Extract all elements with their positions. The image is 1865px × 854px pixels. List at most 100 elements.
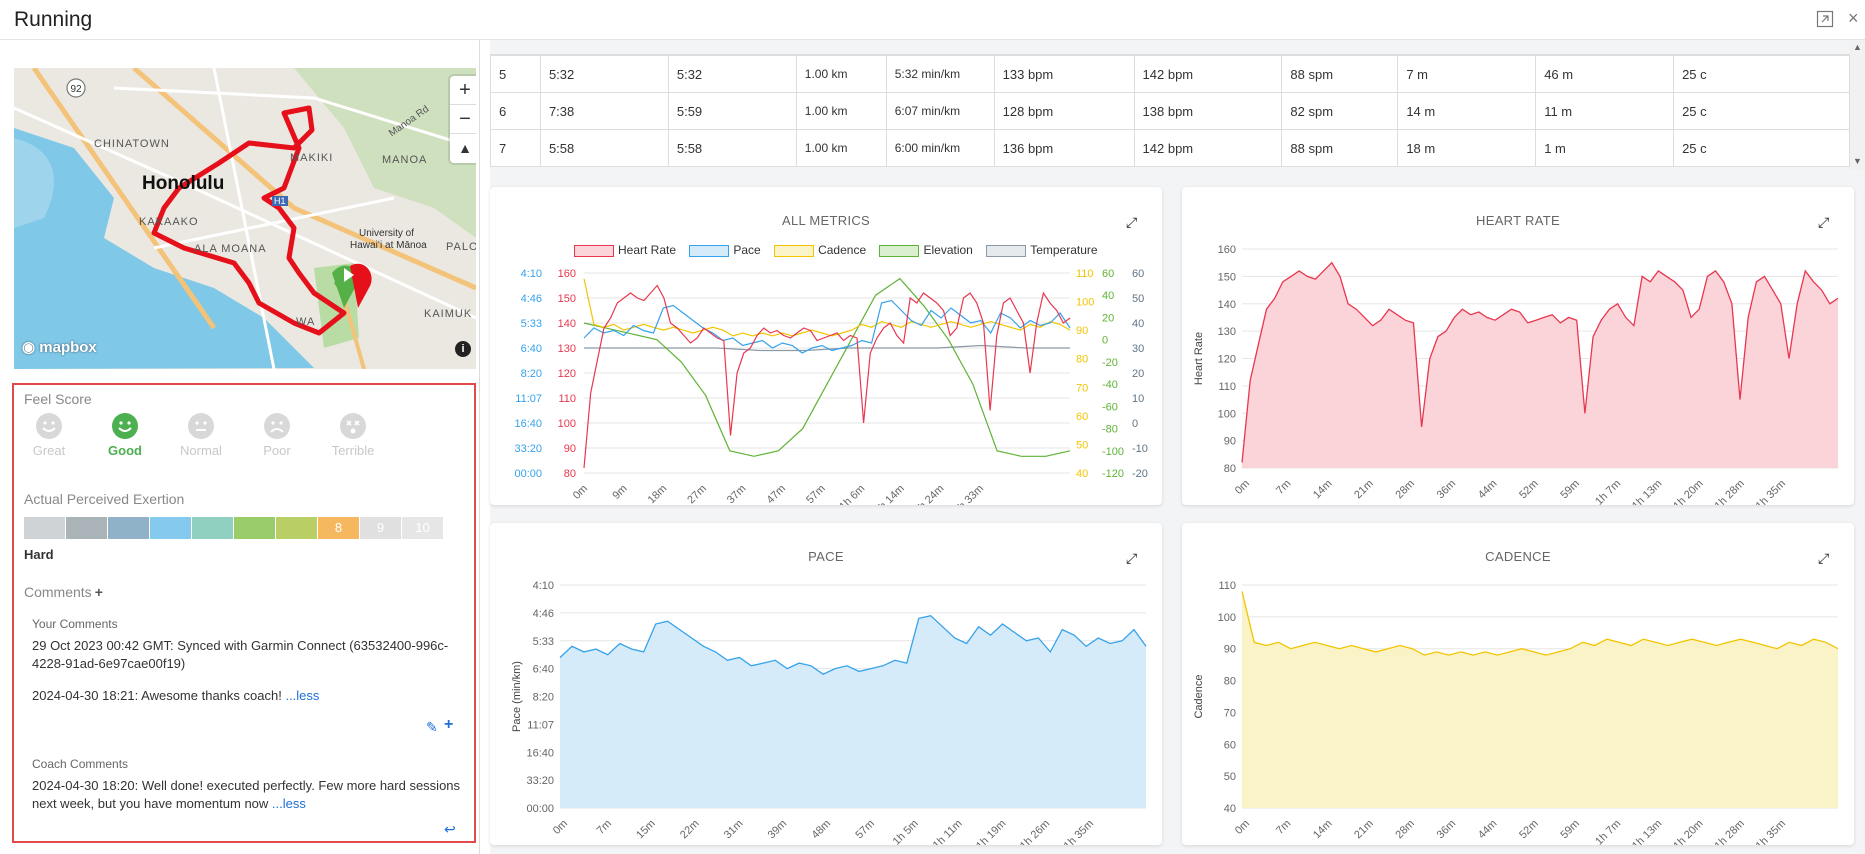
scroll-down-icon[interactable]: ▼ — [1853, 156, 1862, 166]
ape-level-7[interactable] — [276, 517, 317, 539]
x-tick-label: 36m — [1435, 478, 1459, 502]
compass-button[interactable]: ▲ — [458, 140, 472, 156]
x-tick-label: 52m — [1517, 818, 1541, 842]
pace-line[interactable] — [583, 299, 1071, 354]
x-tick-label: 39m — [766, 818, 790, 842]
y-tick-label: 150 — [1218, 271, 1236, 283]
x-tick-label: 1h 7m — [1593, 478, 1623, 505]
series-line[interactable] — [559, 614, 1147, 675]
add-comment-icon[interactable]: + — [444, 716, 454, 733]
zoom-out-button[interactable]: − — [450, 105, 476, 134]
feel-option-terrible[interactable]: Terrible — [318, 413, 388, 458]
comment-row: 2024-04-30 18:21: Awesome thanks coach! … — [32, 687, 462, 705]
collapse-icon[interactable] — [1816, 10, 1836, 30]
series-line[interactable] — [1241, 591, 1839, 656]
all-metrics-chart[interactable]: 16015014013012011010090804:104:465:336:4… — [490, 187, 1162, 505]
elevation-tick-label: -60 — [1102, 401, 1118, 413]
lap-row[interactable]: 7 5:58 5:58 1.00 km 6:00 min/km 136 bpm 142 bp… — [490, 129, 1850, 167]
legend-label[interactable]: Temperature — [1030, 243, 1098, 257]
temperature-line[interactable] — [584, 344, 1070, 352]
table-scrollbar[interactable]: ▲ ▼ — [1850, 40, 1864, 170]
heart-rate-chart[interactable]: 160 150 140 130 120 110 100 90 80 0m 7m 14m 21m 28m 36… — [1182, 187, 1854, 505]
expand-icon[interactable]: ⤢ — [1818, 214, 1830, 230]
ape-level-2[interactable] — [66, 517, 107, 539]
map-label-ala-moana: ALA MOANA — [194, 243, 267, 255]
legend-label[interactable]: Elevation — [923, 243, 973, 257]
feel-option-label: Normal — [180, 443, 222, 458]
lap-cell: 5:58 — [667, 129, 797, 167]
ape-level-10[interactable]: 10 — [402, 517, 443, 539]
pace-card: PACE ⤢ 4:10 4:46 5:33 6:40 8:20 11:07 16:40 33:… — [490, 523, 1162, 845]
ape-level-9[interactable]: 9 — [360, 517, 401, 539]
x-tick-label: 31m — [722, 818, 746, 842]
temperature-tick-label: 10 — [1132, 393, 1144, 405]
y-axis-label: Cadence — [1193, 674, 1205, 718]
feel-option-normal[interactable]: Normal — [166, 413, 236, 458]
reply-icon[interactable]: ↩ — [444, 821, 456, 837]
y-tick-label: 5:33 — [533, 636, 554, 648]
feel-option-poor[interactable]: Poor — [242, 413, 312, 458]
scroll-up-icon[interactable]: ▲ — [1853, 42, 1862, 52]
map-canvas[interactable]: 92 — [14, 68, 476, 369]
legend-label[interactable]: Cadence — [818, 243, 867, 257]
x-tick-label: 52m — [1517, 478, 1541, 502]
legend-label[interactable]: Heart Rate — [618, 243, 677, 257]
map-label-waikiki: WA — [296, 316, 316, 328]
zoom-in-button[interactable]: + — [450, 76, 476, 105]
window-titlebar: Running × — [0, 0, 1865, 40]
y-tick-label: 16:40 — [526, 747, 554, 759]
ape-level-5[interactable] — [192, 517, 233, 539]
comment-row: 2024-04-30 18:20: Well done! executed pe… — [32, 777, 462, 813]
mapbox-logo[interactable]: ◉ mapbox — [22, 338, 97, 356]
ape-level-3[interactable] — [108, 517, 149, 539]
map-label-uh-manoa: Hawaiʻi at Mānoa — [350, 240, 427, 251]
series-area — [1242, 262, 1838, 468]
lap-cell: 5:59 — [667, 92, 797, 130]
x-tick-label: 48m — [809, 818, 833, 842]
expand-icon[interactable]: ⤢ — [1818, 550, 1830, 566]
elevation-tick-label: -40 — [1102, 379, 1118, 391]
x-tick-label: 1h 24m — [912, 483, 946, 505]
temperature-tick-label: 30 — [1132, 343, 1144, 355]
less-link[interactable]: ...less — [271, 796, 306, 811]
x-tick-label: 27m — [685, 483, 709, 505]
smile-icon — [112, 413, 138, 439]
lap-cell: 88 spm — [1281, 55, 1399, 93]
series-line[interactable] — [1241, 261, 1839, 463]
cadence-line[interactable] — [583, 278, 1071, 337]
heart-rate-line[interactable] — [583, 284, 1071, 469]
x-tick-label: 47m — [764, 483, 788, 505]
lap-cell: 6 — [490, 92, 541, 130]
ape-level-1[interactable] — [24, 517, 65, 539]
elevation-line[interactable] — [583, 277, 1071, 457]
info-icon[interactable]: i — [455, 341, 471, 357]
ape-level-6[interactable] — [234, 517, 275, 539]
feel-option-good[interactable]: Good — [90, 413, 160, 458]
add-comment-button[interactable]: + — [94, 584, 103, 600]
comment-text: 29 Oct 2023 00:42 GMT: Synced with Garmi… — [32, 638, 449, 671]
cadence-chart[interactable]: 110 100 90 80 70 60 50 40 0m 7m 14m 21m 28m 36m 44m 52m… — [1182, 523, 1854, 845]
edit-icon[interactable]: ✎ — [426, 719, 438, 735]
x-tick-label: 37m — [725, 483, 749, 505]
lap-cell: 142 bpm — [1133, 129, 1283, 167]
x-tick-label: 0m — [571, 483, 590, 502]
expand-icon[interactable]: ⤢ — [1126, 214, 1138, 230]
route-map[interactable]: 92 CHINATOWN Honolulu KAKAAKO ALA MOANA … — [14, 68, 476, 369]
your-comments: Your Comments 29 Oct 2023 00:42 GMT: Syn… — [32, 615, 462, 705]
feel-option-great[interactable]: Great — [14, 413, 84, 458]
finish-marker[interactable] — [350, 263, 372, 308]
less-link[interactable]: ...less — [285, 688, 320, 703]
legend-label[interactable]: Pace — [733, 243, 761, 257]
y-tick-label: 90 — [1224, 436, 1236, 448]
lap-row[interactable]: 5 5:32 5:32 1.00 km 5:32 min/km 133 bpm 142 bp… — [490, 55, 1850, 93]
ape-level-8[interactable]: 8 — [318, 517, 359, 539]
ape-level-4[interactable] — [150, 517, 191, 539]
close-button[interactable]: × — [1848, 8, 1859, 28]
pace-chart[interactable]: 4:10 4:46 5:33 6:40 8:20 11:07 16:40 33:20 00:00… — [490, 523, 1162, 845]
lap-row[interactable]: 6 7:38 5:59 1.00 km 6:07 min/km 128 bpm 138 bp… — [490, 92, 1850, 130]
y-tick-label: 160 — [1218, 244, 1236, 256]
cadence-tick-label: 50 — [1076, 439, 1088, 451]
smile-icon — [36, 413, 62, 439]
expand-icon[interactable]: ⤢ — [1126, 550, 1138, 566]
sad-face-icon — [264, 413, 290, 439]
